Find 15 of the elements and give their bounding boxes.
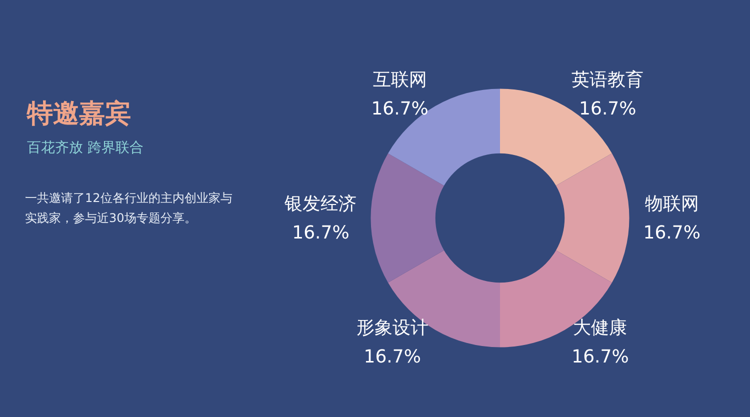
slice-label: 形象设计 xyxy=(356,318,428,339)
data-label: 16.7% xyxy=(643,222,700,244)
data-label: 16.7% xyxy=(572,346,629,368)
data-label: 16.7% xyxy=(371,98,428,120)
slice-label: 银发经济 xyxy=(284,194,357,214)
slice-label: 英语教育 xyxy=(572,69,644,90)
data-label: 16.7% xyxy=(364,346,421,368)
text: 一共邀请了12位各行业的主内创业家与实践家，参与近30场专题分享。 xyxy=(25,191,232,225)
text: 百花齐放 跨界联合 xyxy=(27,140,144,156)
text: 特邀嘉宾 xyxy=(26,99,131,129)
data-label: 16.7% xyxy=(292,222,350,244)
data-label: 16.7% xyxy=(579,98,636,120)
slice-label: 物联网 xyxy=(644,194,699,214)
slice-label: 大健康 xyxy=(573,318,628,339)
slice-label: 互联网 xyxy=(372,69,427,90)
